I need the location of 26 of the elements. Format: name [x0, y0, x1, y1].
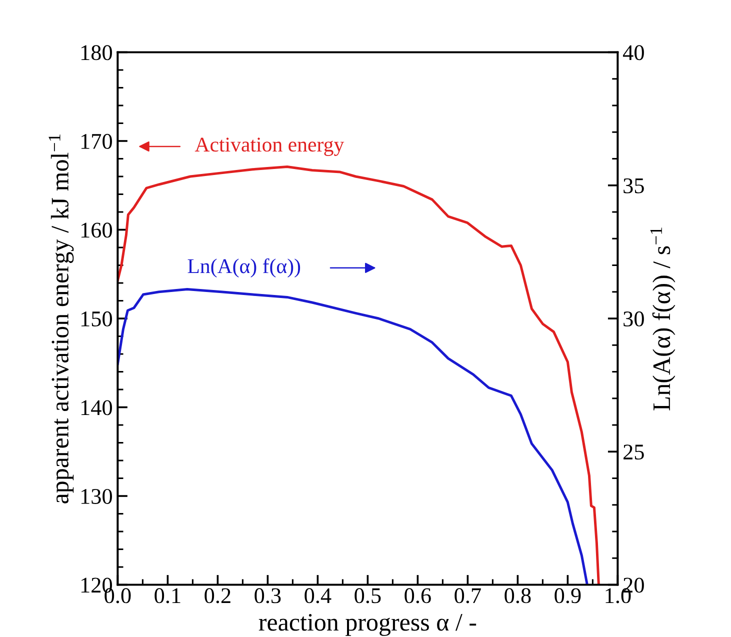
- legend-label: Activation energy: [194, 138, 344, 156]
- x-tick-label: 0.4: [304, 588, 332, 604]
- y-axis-title: apparent activation energy / kJ mol$^{−1}$: [48, 134, 74, 504]
- x-tick-label: 0.3: [254, 588, 281, 604]
- y-tick-label: 170: [81, 134, 112, 149]
- y-tick-label: 130: [81, 488, 112, 504]
- x-axis-title: reaction progress α / -: [258, 614, 476, 636]
- y-tick-label: 160: [81, 222, 112, 238]
- y-tick-label: 180: [81, 45, 112, 60]
- x-tick-label: 0.2: [204, 588, 230, 604]
- y2-tick-label: 25: [624, 444, 644, 460]
- y-tick-label: 140: [81, 400, 112, 416]
- x-tick-label: 0.7: [454, 588, 481, 604]
- y2-tick-label: 35: [624, 178, 644, 194]
- y2-tick-label: 30: [624, 311, 644, 326]
- x-tick-label: 0.5: [354, 588, 381, 604]
- line-series: [118, 288, 588, 585]
- x-tick-label: 0.6: [404, 588, 431, 604]
- series-label: Ln(A(α) f(α)): [188, 258, 300, 278]
- y2-tick-label: 40: [622, 45, 644, 60]
- y-tick-label: 150: [81, 311, 112, 326]
- x-tick-label: 0.9: [554, 588, 581, 604]
- x-tick-label: 0.8: [504, 588, 531, 604]
- y2-axis-title: Ln(A(α) f(α)) / s$^{−1}$: [650, 228, 676, 410]
- x-tick-label: 0.1: [154, 588, 180, 604]
- line-series: [118, 165, 600, 585]
